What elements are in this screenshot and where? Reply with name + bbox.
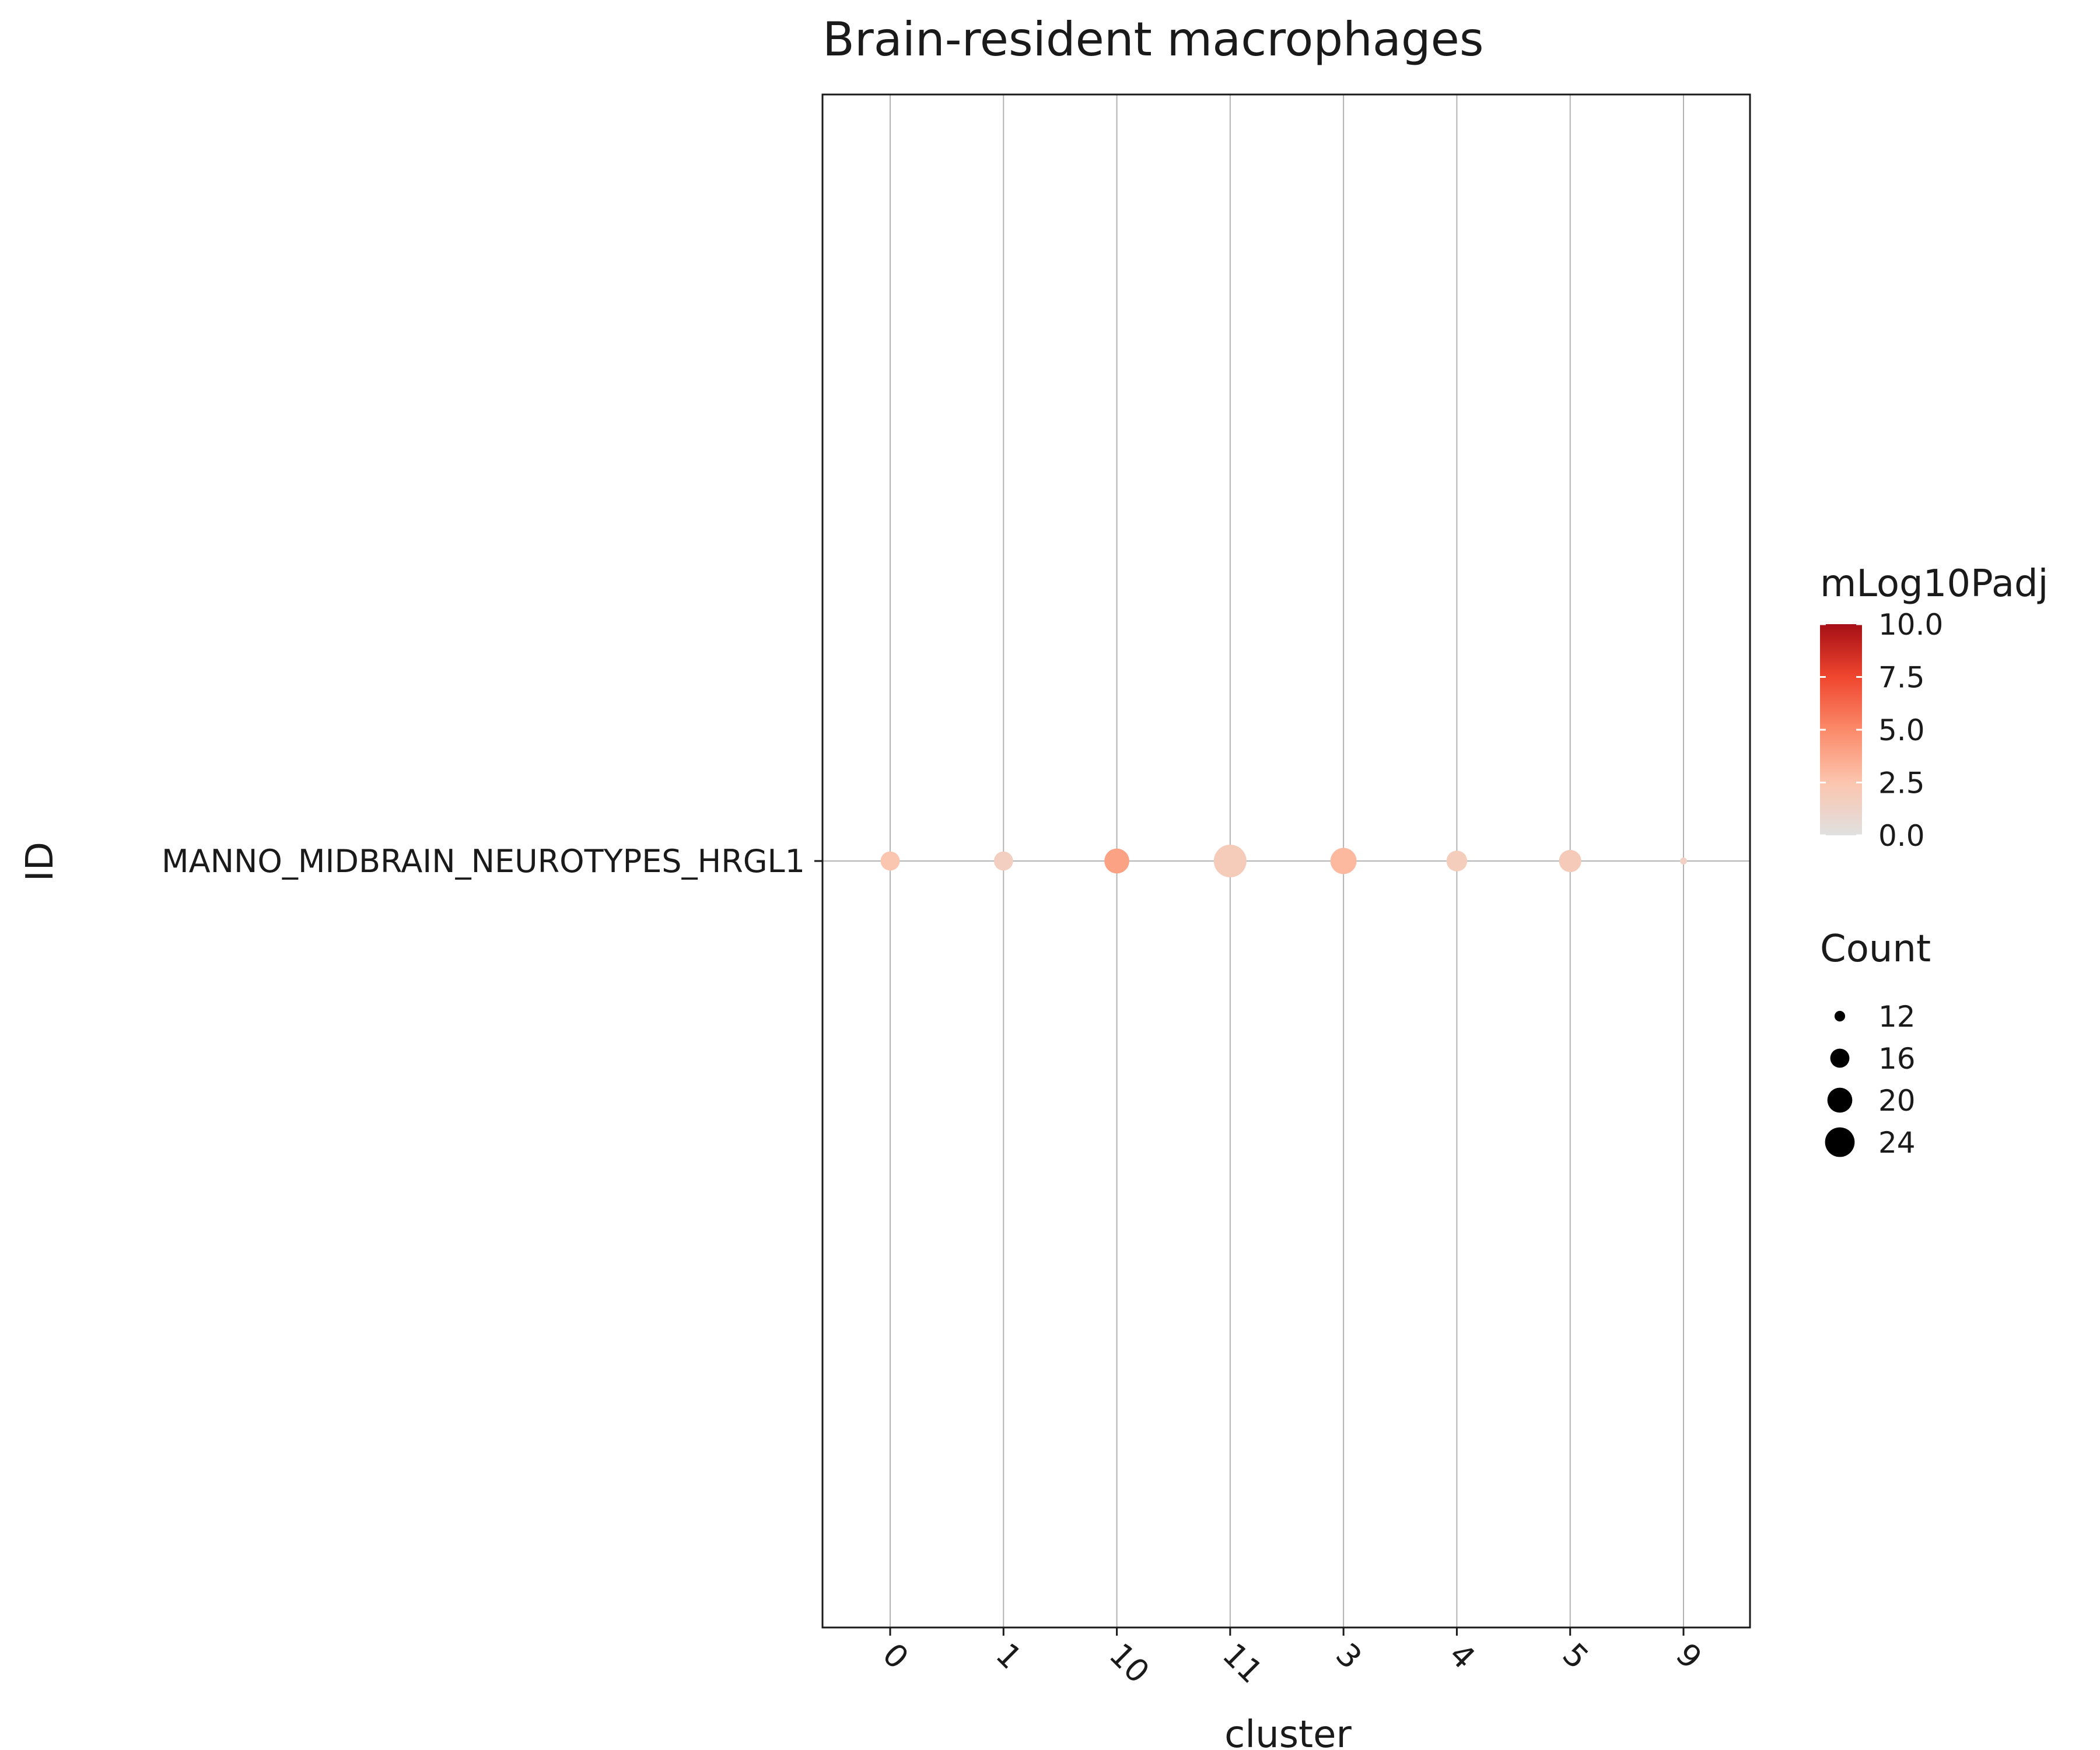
y-axis-ticks: MANNO_MIDBRAIN_NEUROTYPES_HRGL1	[162, 843, 822, 880]
data-point	[1213, 845, 1247, 877]
size-legend-dot	[1825, 1127, 1855, 1157]
color-legend-label: 5.0	[1878, 713, 1925, 747]
y-tick-label: MANNO_MIDBRAIN_NEUROTYPES_HRGL1	[162, 843, 805, 880]
size-legend-title: Count	[1820, 928, 1931, 971]
x-tick-label: 9	[1669, 1636, 1709, 1676]
size-legend: Count 12 16 20 24	[1820, 928, 1931, 1160]
size-legend-label: 12	[1878, 1000, 1916, 1034]
data-point	[1559, 849, 1581, 873]
x-tick-label: 5	[1556, 1636, 1596, 1676]
plot-area	[821, 93, 1751, 1629]
data-point	[1104, 848, 1129, 874]
size-legend-label: 24	[1878, 1126, 1916, 1160]
chart-title: Brain-resident macrophages	[822, 12, 1484, 66]
x-tick-label: 11	[1216, 1636, 1270, 1690]
x-tick-label: 4	[1442, 1636, 1482, 1676]
size-legend-label: 16	[1878, 1042, 1916, 1076]
x-tick-label: 1	[989, 1636, 1029, 1676]
data-point	[1446, 850, 1468, 872]
color-legend-label: 0.0	[1878, 819, 1925, 853]
color-legend: mLog10Padj 0.0 2.5 5.0 7.5 10.0	[1820, 562, 2048, 853]
y-axis-label: ID	[19, 842, 62, 881]
size-legend-label: 20	[1878, 1084, 1916, 1118]
data-point	[993, 851, 1013, 871]
color-legend-label: 7.5	[1878, 661, 1925, 695]
size-legend-dot	[1830, 1048, 1850, 1068]
color-legend-label: 2.5	[1878, 766, 1925, 800]
data-point	[1680, 858, 1687, 864]
x-tick-label: 10	[1102, 1636, 1156, 1690]
x-axis-label: cluster	[1224, 1713, 1352, 1750]
x-axis-ticks: 0 1 10 11 3 4 5 9	[876, 1628, 1709, 1690]
color-legend-label: 10.0	[1878, 608, 1943, 642]
size-legend-dot	[1827, 1087, 1853, 1113]
x-tick-label: 3	[1329, 1636, 1369, 1676]
color-legend-bar	[1820, 624, 1862, 835]
color-legend-title: mLog10Padj	[1820, 562, 2048, 606]
x-tick-label: 0	[876, 1636, 916, 1676]
data-point	[880, 851, 900, 871]
size-legend-dot	[1834, 1010, 1846, 1022]
data-point	[1330, 848, 1357, 874]
